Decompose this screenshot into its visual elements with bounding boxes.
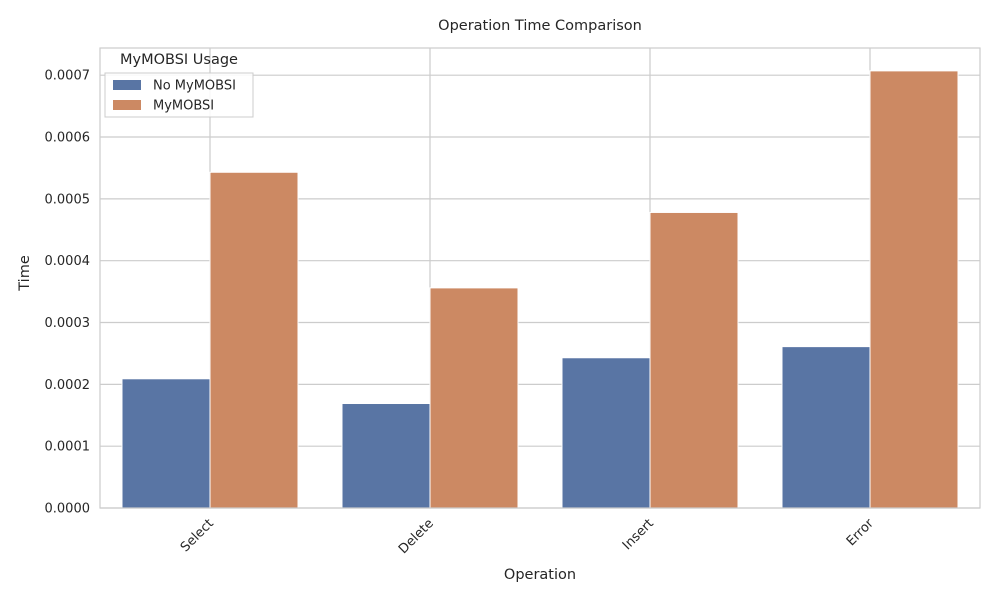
bar-error-series-1 (869, 70, 959, 509)
y-tick-label: 0.0006 (45, 131, 91, 146)
y-tick-label: 0.0001 (45, 440, 91, 455)
x-tick-label: Error (844, 516, 877, 549)
y-tick-label: 0.0005 (45, 192, 91, 207)
y-tick-label: 0.0007 (45, 69, 91, 84)
bar-select-series-1 (209, 171, 299, 509)
legend-swatch (113, 80, 141, 90)
legend: MyMOBSI Usage No MyMOBSI MyMOBSI (104, 52, 254, 118)
x-axis-label: Operation (504, 567, 576, 583)
plot-frame (99, 47, 981, 509)
y-tick-label: 0.0002 (45, 378, 91, 393)
y-tick-labels: 0.0000 0.0001 0.0002 0.0003 0.0004 0.0005 0.00… (45, 69, 91, 517)
legend-swatch (113, 100, 141, 110)
bar-delete-series-1 (429, 287, 519, 509)
legend-label: MyMOBSI (153, 99, 214, 114)
bar-insert-series-0 (561, 357, 651, 509)
bar-select-series-0 (121, 378, 211, 509)
bar-delete-series-0 (341, 403, 431, 509)
x-tick-label: Insert (620, 516, 657, 553)
y-axis-label: Time (17, 255, 33, 292)
bars (121, 70, 959, 509)
legend-label: No MyMOBSI (153, 79, 236, 94)
y-tick-label: 0.0003 (45, 316, 91, 331)
bar-error-series-0 (781, 346, 871, 509)
x-tick-label: Delete (396, 516, 437, 557)
chart-title: Operation Time Comparison (438, 18, 642, 34)
x-tick-label: Select (178, 516, 217, 555)
bar-insert-series-1 (649, 211, 739, 509)
y-tick-label: 0.0004 (45, 254, 91, 269)
legend-entries: No MyMOBSI MyMOBSI (113, 79, 236, 114)
legend-title: MyMOBSI Usage (120, 52, 238, 68)
y-tick-label: 0.0000 (45, 502, 91, 517)
x-tick-labels: Select Delete Insert Error (178, 516, 877, 557)
